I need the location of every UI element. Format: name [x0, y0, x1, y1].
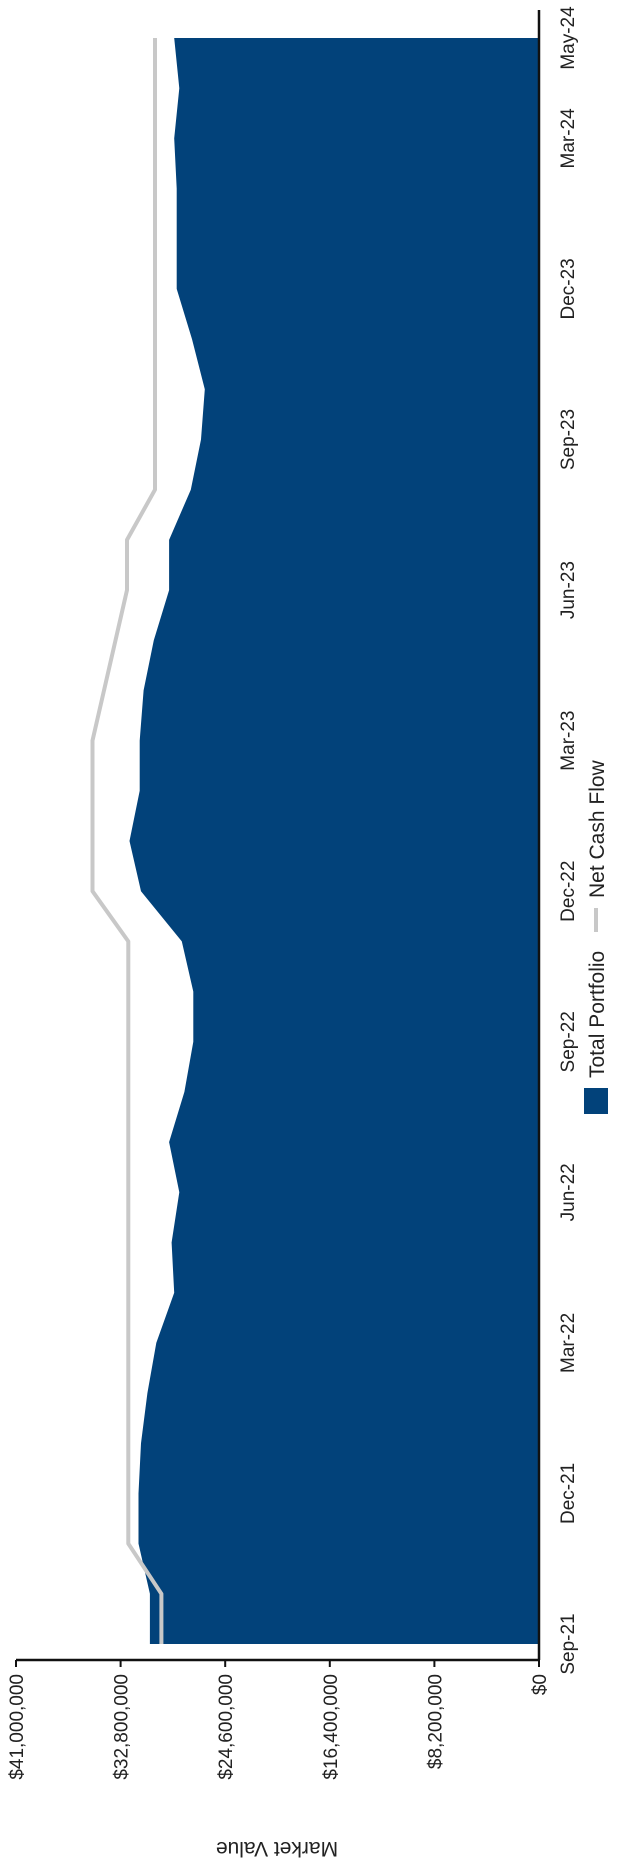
y-tick-label: $24,600,000 — [216, 1674, 237, 1780]
x-tick-label: Sep-21 — [558, 1613, 579, 1674]
x-tick-label: Sep-23 — [558, 409, 579, 470]
y-tick-label: $41,000,000 — [7, 1674, 28, 1780]
legend-label-net-cash-flow: Net Cash Flow — [586, 759, 609, 898]
y-tick-label: $0 — [530, 1674, 551, 1695]
y-tick-label: $16,400,000 — [321, 1674, 342, 1780]
x-tick-label: Jun-23 — [558, 561, 579, 619]
x-tick-label: Sep-22 — [558, 1011, 579, 1072]
legend-swatch-total-portfolio — [584, 1088, 608, 1114]
area-total-portfolio — [129, 38, 539, 1644]
x-tick-label: Dec-21 — [558, 1463, 579, 1524]
x-tick-label: Dec-22 — [558, 861, 579, 922]
x-tick-label: Jun-22 — [558, 1163, 579, 1221]
legend-label-total-portfolio: Total Portfolio — [586, 951, 609, 1078]
line-net-cash-flow — [90, 38, 164, 1644]
x-tick-label: Mar-22 — [558, 1313, 579, 1373]
x-tick-label: May-24 — [558, 6, 579, 70]
y-tick-label: $32,800,000 — [112, 1674, 133, 1780]
x-tick-label: Mar-24 — [558, 108, 579, 169]
y-tick-label: $8,200,000 — [425, 1674, 446, 1769]
legend: Total Portfolio Net Cash Flow — [584, 759, 609, 1114]
x-tick-label: Dec-23 — [558, 258, 579, 319]
y-axis-title: Market Value — [216, 1837, 338, 1860]
x-tick-label: Mar-23 — [558, 711, 579, 771]
